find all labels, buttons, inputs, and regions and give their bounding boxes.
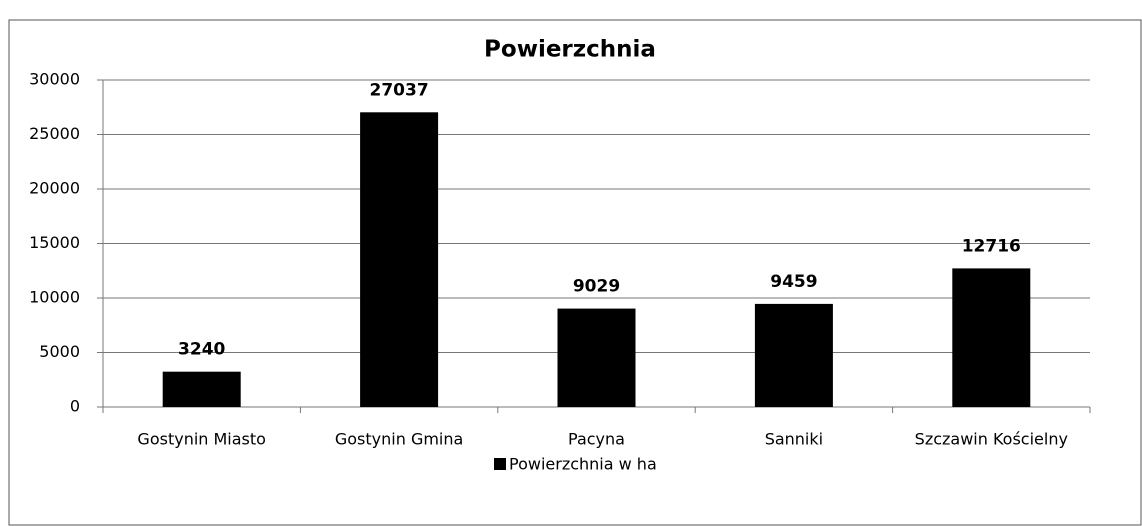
bar — [557, 308, 636, 407]
x-tick-label: Gostynin Gmina — [335, 430, 463, 449]
y-tick-label: 25000 — [29, 124, 80, 143]
data-label: 3240 — [178, 340, 225, 360]
data-label: 27037 — [370, 80, 429, 100]
data-label: 9459 — [770, 272, 817, 292]
bar — [754, 303, 833, 407]
legend-swatch — [494, 458, 506, 470]
x-tick-label: Gostynin Miasto — [137, 430, 266, 449]
data-label: 9029 — [573, 277, 620, 297]
y-tick-label: 0 — [70, 397, 80, 416]
bar — [360, 112, 439, 408]
data-label: 12716 — [962, 236, 1021, 256]
legend-label: Powierzchnia w ha — [509, 455, 657, 474]
y-tick-label: 10000 — [29, 288, 80, 307]
bar — [162, 371, 241, 407]
y-tick-label: 30000 — [29, 70, 80, 89]
y-tick-label: 5000 — [39, 342, 80, 361]
y-tick-label: 15000 — [29, 233, 80, 252]
y-tick-label: 20000 — [29, 179, 80, 198]
x-tick-label: Sanniki — [765, 430, 823, 449]
bar — [952, 268, 1031, 407]
x-tick-label: Pacyna — [568, 430, 625, 449]
chart-title: Powierzchnia — [484, 37, 656, 63]
x-tick-label: Szczawin Kościelny — [915, 430, 1068, 449]
